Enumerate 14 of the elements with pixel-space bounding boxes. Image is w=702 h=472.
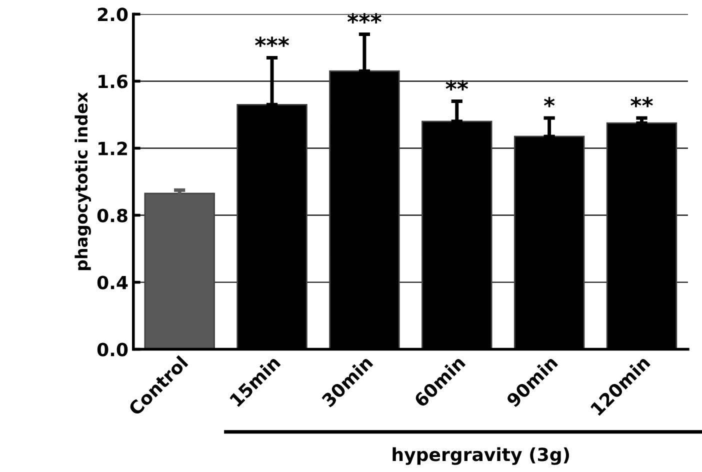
bar: [144, 192, 215, 350]
annotation: *: [544, 96, 555, 108]
annotation: ***: [347, 13, 382, 24]
y-tick-label: 1.6: [98, 74, 128, 88]
y-tick-label: 0.8: [97, 208, 128, 222]
y-tick-label: 1.2: [98, 142, 127, 156]
y-tick-label: 0.0: [97, 342, 128, 356]
annotation: **: [630, 96, 653, 108]
y-tick-label: 0.4: [97, 276, 128, 290]
x-axis-title: hypergravity (3g): [392, 447, 569, 465]
annotation: ***: [255, 36, 290, 47]
y-tick-label: 2.0: [98, 8, 128, 22]
y-axis-title: phagocytotic index: [74, 92, 91, 270]
annotation: **: [446, 80, 468, 90]
